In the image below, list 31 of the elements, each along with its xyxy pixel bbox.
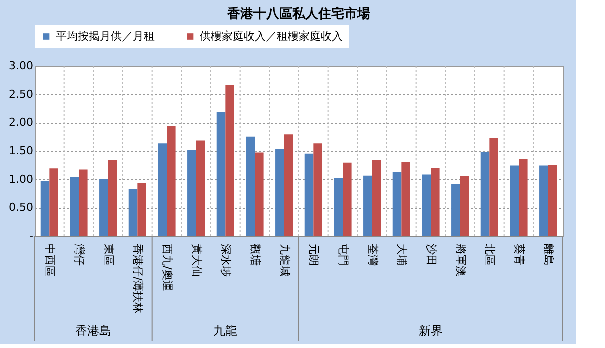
y-tick-label: - xyxy=(30,230,34,242)
x-tick-label: 荃灣 xyxy=(366,244,380,266)
x-tick-label: 西九/奧運 xyxy=(161,244,174,292)
y-tick-label: 2.00 xyxy=(9,116,34,130)
text: 新界 xyxy=(419,324,443,338)
y-tick-label: 3.00 xyxy=(9,60,34,72)
x-tick-label: 九龍城 xyxy=(278,244,292,277)
x-tick-label: 香港仔/薄扶林 xyxy=(132,244,145,314)
y-tick-label: 0.50 xyxy=(9,201,34,214)
chart-title: 香港十八區私人住宅市場 xyxy=(226,6,370,22)
x-tick-label: 離島 xyxy=(542,244,556,266)
x-tick-label: 灣仔 xyxy=(73,244,86,266)
x-tick-label: 元朗 xyxy=(308,244,321,266)
x-tick-label: 葵青 xyxy=(513,244,526,266)
y-tick-label: 1.50 xyxy=(9,144,34,158)
x-tick-label: 深水埗 xyxy=(220,244,233,277)
legend-label: 供樓家庭收入／租樓家庭收入 xyxy=(200,30,343,43)
x-tick-label: 將軍澳 xyxy=(454,244,468,277)
x-tick-label: 觀塘 xyxy=(249,244,262,266)
text: 香港島 xyxy=(76,324,112,338)
x-tick-label: 北區 xyxy=(484,244,497,266)
x-tick-label: 屯門 xyxy=(337,244,350,266)
y-tick-label: 2.50 xyxy=(9,88,34,101)
legend-label: 平均按揭月供／月租 xyxy=(56,30,155,43)
x-tick-label: 黃大仙 xyxy=(190,244,204,277)
x-tick-label: 沙田 xyxy=(425,244,438,266)
x-tick-label: 中西區 xyxy=(44,244,57,277)
x-tick-label: 大埔 xyxy=(396,244,409,266)
x-tick-label: 東區 xyxy=(102,244,116,266)
y-tick-label: 1.00 xyxy=(9,172,34,186)
text: 九龍 xyxy=(214,324,238,338)
